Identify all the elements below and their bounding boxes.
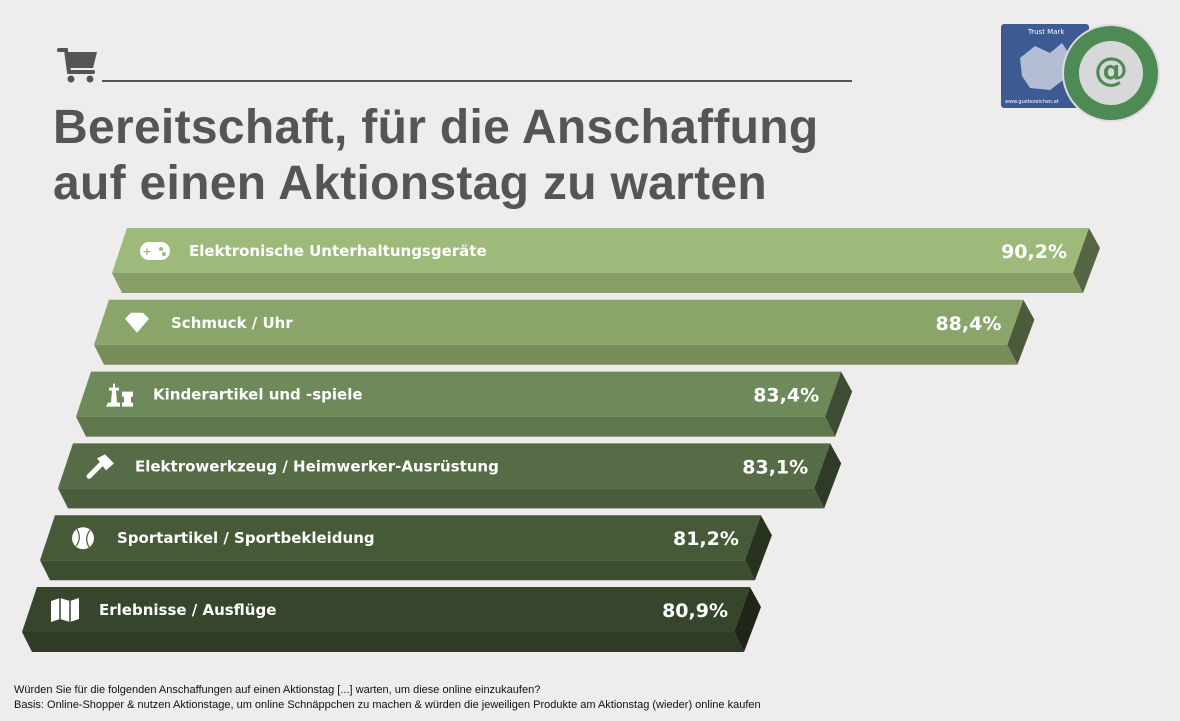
bar-label: Schmuck / Uhr — [171, 314, 293, 332]
bar-group: Sportartikel / Sportbekleidung 81,2% — [40, 515, 772, 581]
bar-end-cap — [734, 587, 761, 652]
map-icon — [51, 598, 79, 622]
bar-group: Erlebnisse / Ausflüge 80,9% — [22, 587, 761, 652]
bar-group: Kinderartikel und -spiele 83,4% — [76, 371, 853, 437]
ball-icon — [72, 527, 94, 550]
bar-value-label: 80,9% — [662, 600, 728, 622]
bar-group: + Elektronische Unterhaltungsgeräte 90,2% — [112, 228, 1100, 293]
title-line-1: Bereitschaft, für die Anschaffung — [53, 101, 819, 154]
bar-label: Erlebnisse / Ausflüge — [99, 601, 276, 619]
bar-end-cap — [814, 443, 842, 509]
bar-value-label: 90,2% — [1001, 241, 1067, 263]
bar-end-cap — [1007, 299, 1035, 365]
title-line-2: auf einen Aktionstag zu warten — [53, 157, 767, 210]
header-rule — [102, 80, 852, 82]
footnote-question: Würden Sie für die folgenden Anschaffung… — [14, 684, 541, 696]
bar-value-label: 83,1% — [742, 456, 808, 478]
hammer-icon — [86, 454, 114, 479]
seal-url: www.guetezeichen.at — [1005, 99, 1059, 105]
svg-text:@: @ — [1094, 50, 1128, 90]
bar-label: Sportartikel / Sportbekleidung — [117, 529, 375, 547]
chess-pieces-icon — [106, 383, 133, 407]
gamepad-icon: + — [140, 242, 170, 260]
bar-value-label: 83,4% — [753, 385, 819, 407]
bar-front-face — [40, 560, 755, 581]
bar-top-face — [94, 299, 1024, 345]
page-title: Bereitschaft, für die Anschaffung auf ei… — [53, 100, 819, 212]
svg-text:+: + — [142, 245, 151, 258]
diamond-icon — [125, 312, 149, 333]
bar-label: Elektrowerkzeug / Heimwerker-Ausrüstung — [135, 457, 499, 475]
bar-front-face — [112, 273, 1083, 293]
trust-seal-logo: Trust Mark www.guetezeichen.at @ — [1001, 24, 1160, 122]
footnote-basis: Basis: Online-Shopper & nutzen Aktionsta… — [14, 699, 761, 711]
bar-front-face — [76, 416, 836, 437]
bar-value-label: 81,2% — [673, 528, 739, 550]
bar-group: Elektrowerkzeug / Heimwerker-Ausrüstung 8… — [58, 443, 842, 509]
bar-group: Schmuck / Uhr 88,4% — [94, 299, 1035, 365]
bar-top-face — [22, 587, 750, 632]
bar-end-cap — [1073, 228, 1100, 293]
bar-top-face — [40, 515, 761, 561]
trust-mark-text: Trust Mark — [1027, 28, 1065, 36]
bar-top-face — [58, 443, 831, 489]
bar-front-face — [58, 488, 825, 509]
bar-top-face — [112, 228, 1089, 273]
bar-front-face — [94, 344, 1018, 365]
bar-top-face — [76, 371, 842, 417]
bar-end-cap — [825, 371, 853, 437]
bar-front-face — [22, 632, 744, 652]
footnote: Würden Sie für die folgenden Anschaffung… — [14, 683, 761, 713]
bar-value-label: 88,4% — [935, 313, 1001, 335]
bar-label: Elektronische Unterhaltungsgeräte — [189, 242, 487, 260]
bar-label: Kinderartikel und -spiele — [153, 386, 363, 404]
shopping-cart-icon — [57, 48, 97, 83]
bar-end-cap — [744, 515, 772, 581]
